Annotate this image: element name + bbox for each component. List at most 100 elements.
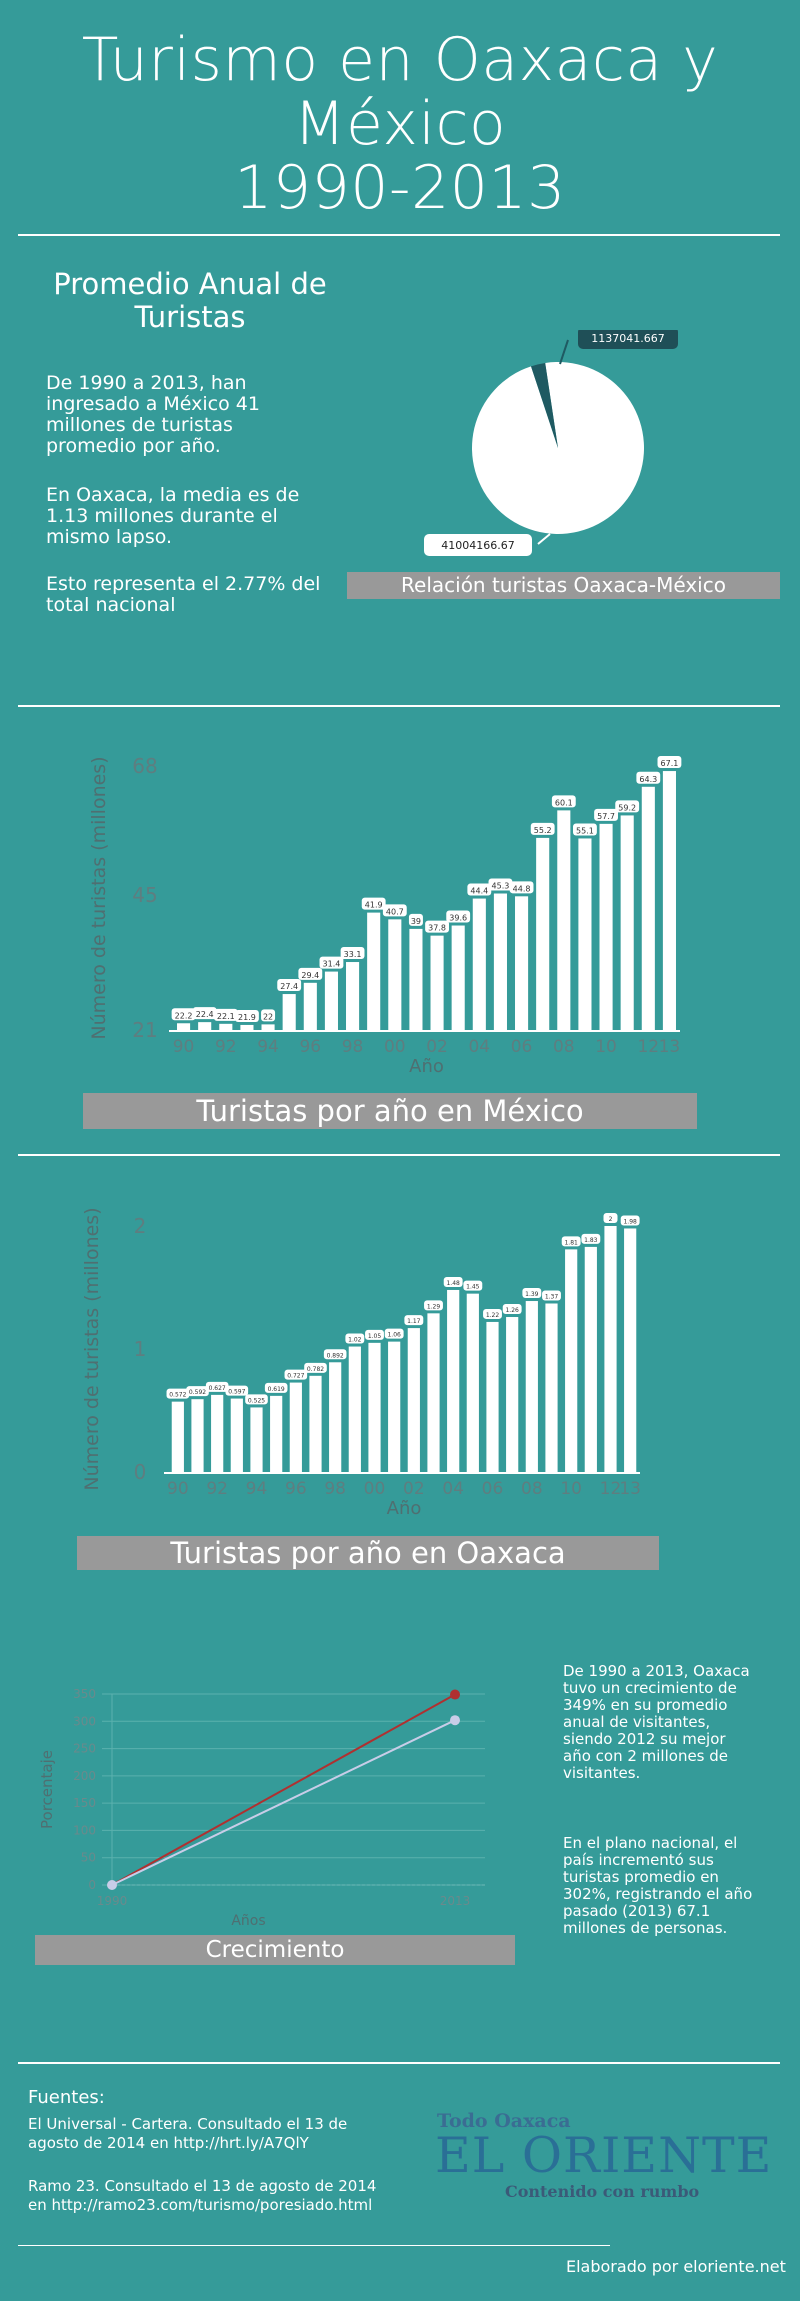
data-label: 0.619 [268,1386,285,1393]
data-label-box [581,1233,601,1244]
data-label-box [340,947,365,960]
bar [250,1407,263,1472]
bar [303,982,317,1030]
x-tick-label: 04 [442,1479,464,1499]
data-label-box [235,1009,259,1022]
x-tick-label: 10 [560,1479,582,1499]
data-label-box [443,1276,463,1287]
data-label: 1.37 [545,1293,559,1300]
data-label-box [530,822,555,835]
data-label-box [657,756,682,769]
x-tick-label: 13 [619,1479,641,1499]
y-axis-title: Número de turistas (millones) [81,1207,103,1490]
data-label: 0.592 [189,1389,206,1396]
data-label-box [382,904,407,917]
pie-leader [537,533,551,545]
bar [557,810,571,1030]
x-tick-label: 00 [364,1479,386,1499]
bar [261,1024,275,1030]
data-label-box [264,1382,288,1393]
bar [430,935,444,1030]
data-label-box [323,1349,347,1360]
data-label: 39 [411,917,421,926]
bar [368,1342,381,1472]
bar [211,1394,224,1472]
x-tick-label: 96 [299,1037,321,1057]
divider [18,1154,780,1156]
data-label-box [225,1385,249,1396]
bar [641,786,655,1030]
bar [409,928,423,1030]
bar [367,912,381,1030]
data-label: 45.3 [492,882,510,891]
x-axis-title: Años [231,1913,265,1929]
data-label: 55.2 [534,826,552,835]
x-tick-label: 12 [600,1479,622,1499]
pie-label-box [578,330,678,349]
data-label: 1.81 [564,1239,578,1246]
data-label: 22.2 [175,1011,193,1020]
source-2: Ramo 23. Consultado el 13 de agosto de 2… [28,2177,377,2214]
data-label-box [345,1333,365,1344]
bar [388,919,402,1030]
y-axis-title: Número de turistas (millones) [88,756,110,1039]
data-label: 64.3 [639,775,657,784]
data-label: 40.7 [386,907,404,916]
source-1: El Universal - Cartera. Consultado el 13… [28,2115,348,2152]
data-label: 1.06 [387,1332,401,1339]
x-tick-label: 98 [342,1037,364,1057]
x-tick-label: 00 [384,1037,406,1057]
bar [191,1399,204,1472]
data-label-box [205,1381,229,1392]
y-tick-label: 300 [73,1714,96,1728]
section-subtitle: Promedio Anual de Turistas [40,268,340,334]
data-label: 22.1 [217,1012,235,1021]
data-label: 29.4 [301,971,319,980]
data-label-box [424,1300,443,1311]
bar [447,1289,460,1472]
data-label-box [298,967,323,980]
oaxaca-chart-caption: Turistas por año en Oaxaca [77,1536,659,1570]
data-label: 37.8 [428,924,446,933]
data-label: 0.597 [228,1389,245,1396]
data-label-box [425,920,449,933]
x-tick-label: 94 [246,1479,268,1499]
sources-heading: Fuentes: [28,2087,105,2108]
data-label: 2 [609,1216,613,1223]
series-line [111,1719,456,1886]
data-label: 41.9 [365,901,383,910]
data-label-box [261,1009,276,1022]
data-label: 44.4 [470,887,488,896]
bar [451,925,465,1030]
data-label-box [192,1007,217,1020]
bar [329,1362,342,1472]
bar [171,1401,184,1472]
y-tick-label: 1 [134,1337,147,1361]
bar [309,1375,322,1472]
bar [388,1341,401,1472]
data-label-box [408,913,423,926]
bar [515,896,529,1030]
pie-slice [471,362,644,534]
oaxaca-growth-note: De 1990 a 2013, Oaxaca tuvo un crecimien… [563,1662,750,1782]
data-label: 22 [263,1012,273,1021]
data-label: 27.4 [280,982,298,991]
data-label: 0.572 [169,1392,186,1399]
data-label-box [594,808,618,821]
y-tick-label: 50 [81,1851,96,1865]
x-tick-label: 08 [521,1479,543,1499]
y-tick-label: 68 [132,754,157,778]
data-label-box [186,1386,209,1397]
bar [270,1395,283,1472]
bar [624,1228,637,1472]
data-label: 57.7 [597,812,615,821]
data-label: 0.525 [248,1397,265,1404]
data-label-box [509,881,534,894]
series-point [450,1715,460,1726]
data-label-box [573,823,597,836]
y-tick-label: 200 [73,1769,96,1783]
x-tick-label: 04 [468,1037,490,1057]
subtitle-line-1: Promedio Anual de [53,267,327,301]
x-tick-label: 1990 [97,1894,128,1908]
pie-label: 1137041.667 [591,332,664,345]
